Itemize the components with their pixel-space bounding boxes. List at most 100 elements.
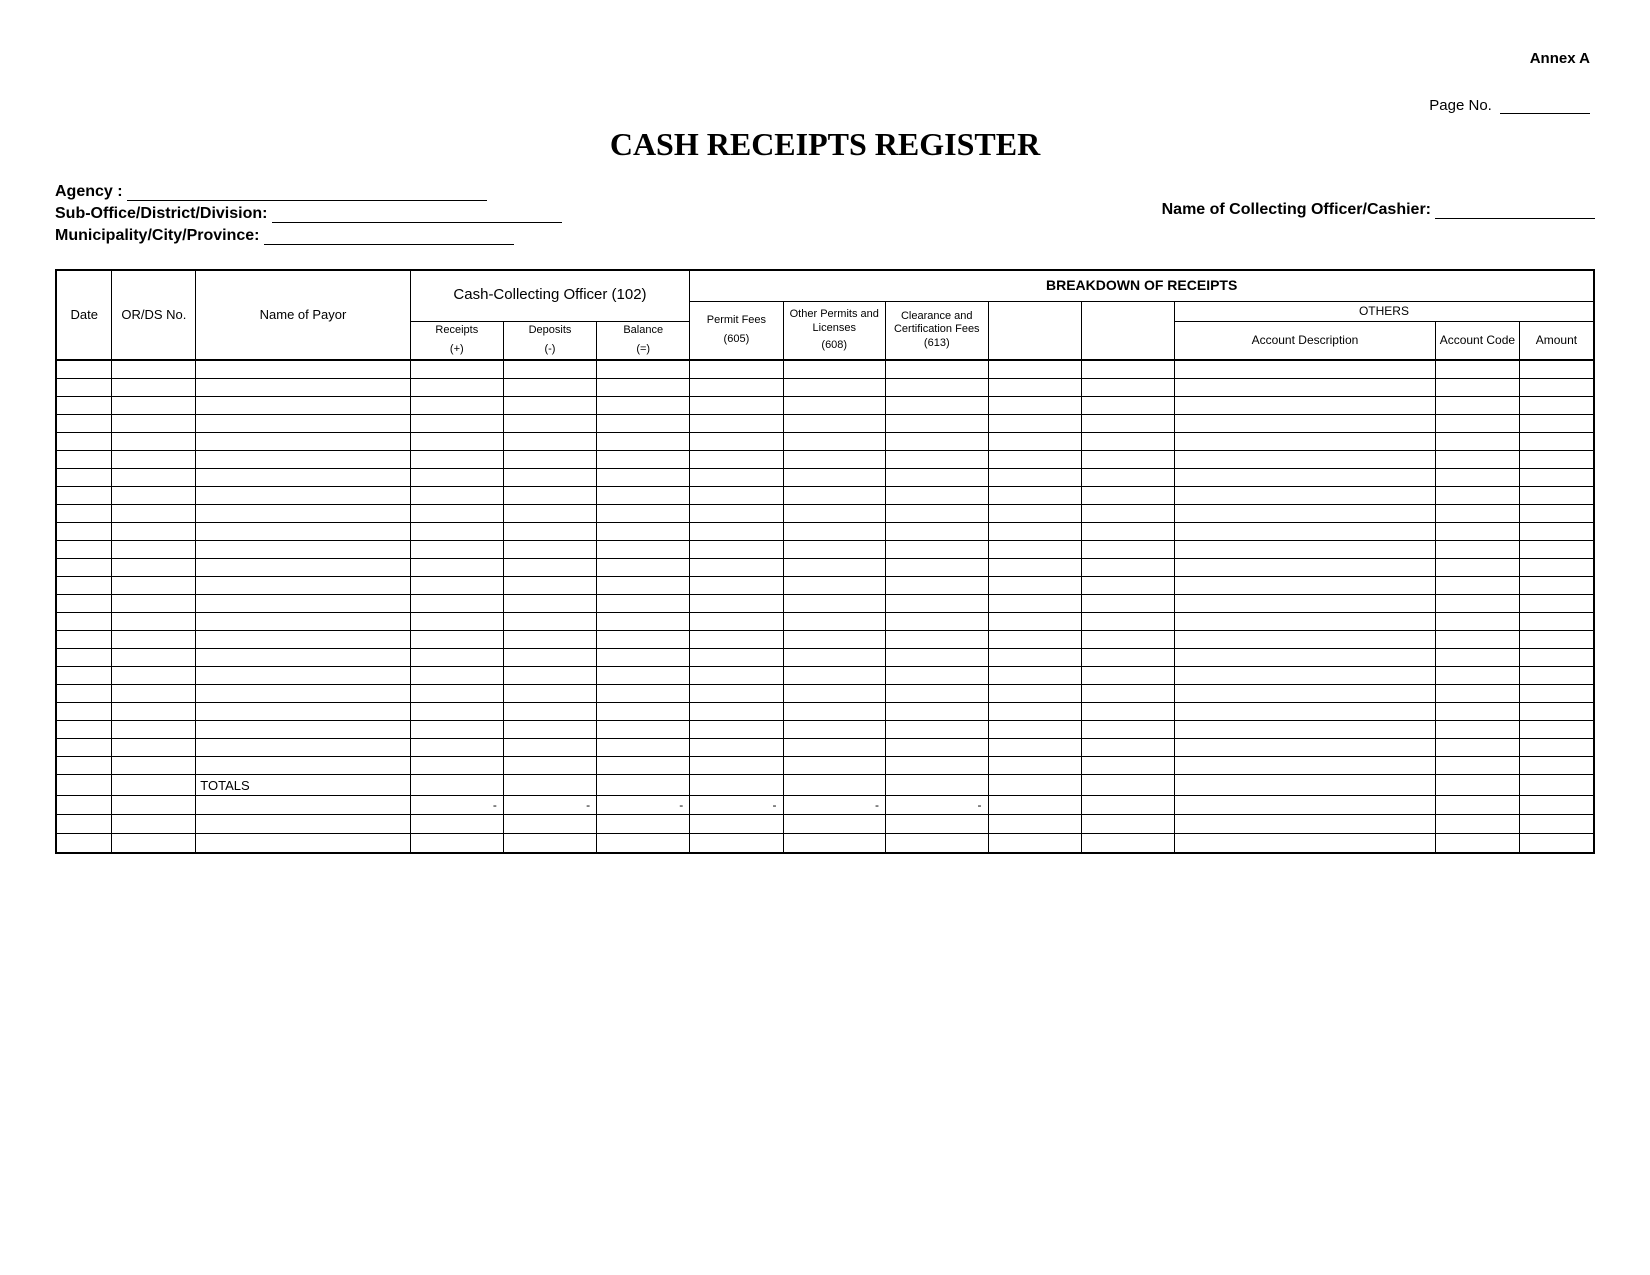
table-cell bbox=[783, 685, 886, 703]
table-cell bbox=[1519, 796, 1594, 815]
table-cell bbox=[783, 469, 886, 487]
page-no-blank bbox=[1500, 113, 1590, 114]
table-cell bbox=[1519, 757, 1594, 775]
table-cell bbox=[988, 721, 1081, 739]
table-cell bbox=[1519, 397, 1594, 415]
table-cell bbox=[597, 739, 690, 757]
table-cell bbox=[196, 541, 410, 559]
table-cell bbox=[1519, 541, 1594, 559]
table-cell bbox=[196, 649, 410, 667]
table-cell bbox=[56, 397, 112, 415]
table-cell bbox=[1174, 433, 1435, 451]
table-cell bbox=[112, 721, 196, 739]
table-cell bbox=[597, 667, 690, 685]
table-cell bbox=[690, 577, 783, 595]
table-cell bbox=[783, 739, 886, 757]
table-cell bbox=[1174, 577, 1435, 595]
table-cell bbox=[503, 815, 596, 834]
table-row bbox=[56, 834, 1594, 854]
col-name-of-payor: Name of Payor bbox=[196, 270, 410, 360]
table-row bbox=[56, 397, 1594, 415]
table-cell bbox=[196, 613, 410, 631]
register-table: Date OR/DS No. Name of Payor Cash-Collec… bbox=[55, 269, 1595, 854]
table-cell bbox=[112, 415, 196, 433]
table-cell bbox=[1174, 397, 1435, 415]
table-cell bbox=[988, 469, 1081, 487]
table-cell bbox=[1081, 815, 1174, 834]
table-cell bbox=[503, 415, 596, 433]
table-cell bbox=[988, 487, 1081, 505]
dash-cell: - bbox=[597, 796, 690, 815]
table-row bbox=[56, 613, 1594, 631]
table-cell bbox=[196, 796, 410, 815]
table-cell bbox=[503, 577, 596, 595]
table-cell bbox=[1435, 739, 1519, 757]
table-cell bbox=[1174, 451, 1435, 469]
table-cell bbox=[503, 360, 596, 379]
table-cell bbox=[1435, 541, 1519, 559]
table-cell bbox=[410, 397, 503, 415]
table-cell bbox=[783, 757, 886, 775]
table-cell bbox=[410, 631, 503, 649]
table-cell bbox=[410, 451, 503, 469]
table-cell bbox=[1435, 685, 1519, 703]
table-cell bbox=[112, 379, 196, 397]
table-cell bbox=[1435, 667, 1519, 685]
table-cell bbox=[503, 433, 596, 451]
table-cell bbox=[503, 595, 596, 613]
table-cell bbox=[690, 667, 783, 685]
table-row bbox=[56, 703, 1594, 721]
table-cell bbox=[886, 667, 989, 685]
table-cell bbox=[503, 469, 596, 487]
table-cell bbox=[1174, 796, 1435, 815]
table-cell bbox=[597, 487, 690, 505]
table-cell bbox=[1081, 631, 1174, 649]
table-cell bbox=[112, 595, 196, 613]
table-cell bbox=[1081, 505, 1174, 523]
table-cell bbox=[597, 451, 690, 469]
table-cell bbox=[783, 577, 886, 595]
table-row bbox=[56, 433, 1594, 451]
table-cell bbox=[1435, 487, 1519, 505]
table-cell bbox=[690, 379, 783, 397]
table-cell bbox=[196, 595, 410, 613]
table-cell bbox=[783, 815, 886, 834]
table-cell bbox=[1174, 703, 1435, 721]
table-cell bbox=[1174, 775, 1435, 796]
table-cell bbox=[503, 487, 596, 505]
table-cell bbox=[112, 469, 196, 487]
agency-blank bbox=[127, 200, 487, 201]
table-cell bbox=[1174, 815, 1435, 834]
table-cell bbox=[886, 739, 989, 757]
table-cell bbox=[410, 757, 503, 775]
table-cell bbox=[410, 775, 503, 796]
table-row bbox=[56, 379, 1594, 397]
table-cell bbox=[690, 360, 783, 379]
table-cell bbox=[1519, 415, 1594, 433]
table-cell bbox=[410, 649, 503, 667]
table-row bbox=[56, 559, 1594, 577]
balance-sign: (=) bbox=[599, 343, 687, 357]
table-cell bbox=[410, 613, 503, 631]
dash-cell: - bbox=[886, 796, 989, 815]
collecting-officer-blank bbox=[1435, 218, 1595, 219]
table-cell bbox=[56, 360, 112, 379]
table-cell bbox=[1081, 541, 1174, 559]
meta-right: Name of Collecting Officer/Cashier: bbox=[1162, 183, 1595, 249]
table-cell bbox=[410, 721, 503, 739]
table-cell bbox=[56, 487, 112, 505]
table-cell bbox=[112, 739, 196, 757]
table-cell bbox=[1174, 757, 1435, 775]
table-cell bbox=[783, 487, 886, 505]
table-row bbox=[56, 577, 1594, 595]
table-cell bbox=[56, 469, 112, 487]
table-cell bbox=[112, 505, 196, 523]
sub-office-label: Sub-Office/District/Division: bbox=[55, 205, 267, 222]
table-row bbox=[56, 815, 1594, 834]
table-cell bbox=[1519, 613, 1594, 631]
table-cell bbox=[988, 523, 1081, 541]
col-receipts: Receipts (+) bbox=[410, 321, 503, 360]
table-cell bbox=[690, 834, 783, 854]
table-row bbox=[56, 757, 1594, 775]
table-row bbox=[56, 667, 1594, 685]
